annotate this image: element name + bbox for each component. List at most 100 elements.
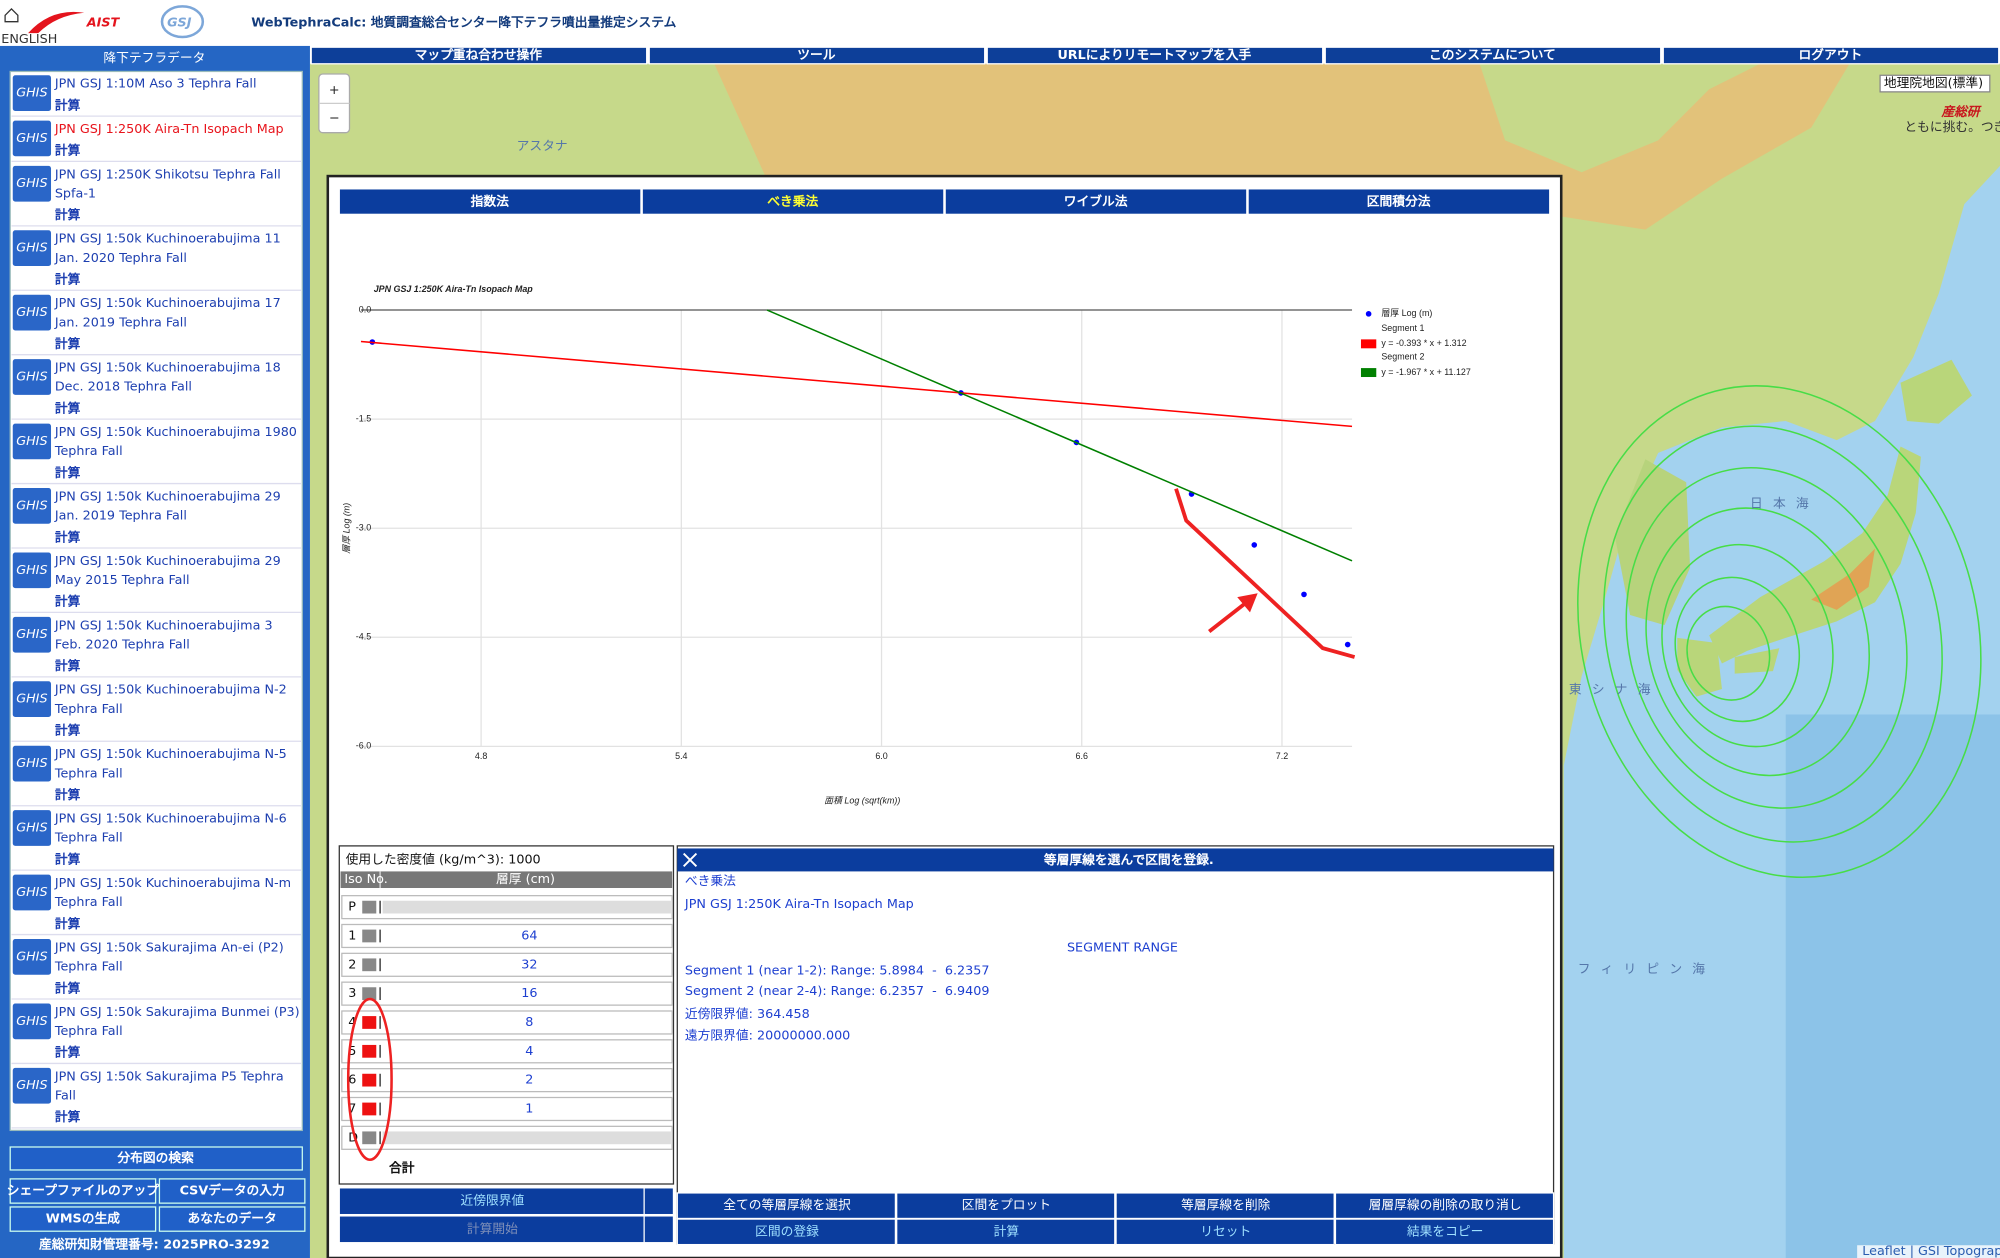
calc-link[interactable]: 計算 [55, 207, 81, 223]
method-tab[interactable] [944, 188, 1248, 215]
dataset-name[interactable]: JPN GSJ 1:50k Kuchinoerabujima N-5 [54, 747, 287, 762]
calc-link[interactable]: 計算 [55, 594, 81, 610]
ghis-badge[interactable] [12, 75, 52, 111]
panel-button-label[interactable]: 区間をプロット [962, 1198, 1051, 1213]
calc-link[interactable]: 計算 [55, 787, 81, 803]
ghis-badge[interactable] [12, 745, 52, 782]
dataset-name[interactable]: Dec. 2018 Tephra Fall [55, 380, 192, 395]
ghis-badge-label[interactable]: GHIS [16, 434, 47, 449]
menu-button[interactable] [986, 46, 1324, 65]
method-tab[interactable] [1247, 188, 1551, 215]
panel-button[interactable] [676, 1192, 897, 1220]
sidebar-button[interactable] [158, 1206, 306, 1232]
language-link[interactable]: ENGLISH [1, 32, 57, 47]
ghis-badge-label[interactable]: GHIS [16, 498, 47, 513]
ghis-badge-label[interactable]: GHIS [16, 86, 47, 101]
attribution[interactable]: Leaflet | GSI Topographic Map [1862, 1244, 2000, 1258]
dataset-name[interactable]: JPN GSJ 1:50k Kuchinoerabujima 11 [54, 232, 281, 247]
calc-link[interactable]: 計算 [55, 1045, 81, 1061]
iso-select[interactable] [362, 1016, 377, 1029]
dataset-name[interactable]: Fall [55, 1088, 76, 1103]
ghis-badge[interactable] [12, 488, 52, 524]
menu-label[interactable]: ログアウト [1798, 47, 1862, 63]
iso-button-label[interactable]: 計算開始 [467, 1221, 518, 1237]
calc-link[interactable]: 計算 [55, 400, 81, 416]
ghis-badge[interactable] [12, 165, 52, 202]
dataset-name[interactable]: Tephra Fall [54, 895, 123, 910]
calc-link[interactable]: 計算 [55, 1109, 81, 1125]
dataset-name[interactable]: JPN GSJ 1:50k Sakurajima Bunmei (P3) [54, 1005, 300, 1020]
layer-select[interactable] [1879, 74, 1991, 93]
method-tab[interactable] [641, 188, 945, 215]
calc-link[interactable]: 計算 [55, 851, 81, 867]
dataset-name[interactable]: JPN GSJ 1:50k Sakurajima P5 Tephra [54, 1069, 284, 1084]
ghis-badge-label[interactable]: GHIS [16, 821, 47, 836]
dataset-name[interactable]: JPN GSJ 1:50k Sakurajima An-ei (P2) [54, 940, 284, 955]
dataset-name[interactable]: JPN GSJ 1:50k Kuchinoerabujima N-2 [54, 683, 287, 698]
dataset-name[interactable]: JPN GSJ 1:50k Kuchinoerabujima 29 [54, 554, 281, 569]
panel-button-label[interactable]: 全ての等層厚線を選択 [723, 1197, 851, 1213]
zoom-in[interactable]: + [329, 83, 340, 98]
dataset-name[interactable]: Feb. 2020 Tephra Fall [55, 637, 190, 652]
ghis-badge[interactable] [12, 681, 52, 718]
ghis-badge-label[interactable]: GHIS [16, 756, 47, 771]
ghis-badge-label[interactable]: GHIS [16, 692, 47, 707]
iso-select[interactable] [362, 1102, 377, 1116]
dataset-name[interactable]: Jan. 2019 Tephra Fall [54, 315, 187, 330]
panel-button-label[interactable]: 層層厚線の削除の取り消し [1369, 1197, 1522, 1213]
ghis-badge-label[interactable]: GHIS [16, 1078, 47, 1093]
method-tab-label[interactable]: 指数法 [471, 194, 509, 210]
method-tab[interactable] [338, 188, 642, 215]
layer-select-label[interactable]: 地理院地図(標準) [1884, 75, 1983, 91]
ghis-badge-label[interactable]: GHIS [16, 563, 47, 578]
close-icon[interactable] [682, 852, 698, 867]
ghis-badge-label[interactable]: GHIS [16, 305, 47, 320]
ghis-badge-label[interactable]: GHIS [16, 949, 47, 964]
iso-button[interactable] [338, 1215, 645, 1244]
dataset-name[interactable]: JPN GSJ 1:50k Kuchinoerabujima 17 [54, 296, 281, 311]
dataset-name[interactable]: JPN GSJ 1:50k Kuchinoerabujima 29 [54, 489, 281, 504]
zoom-out[interactable]: − [329, 111, 340, 126]
panel-button-label[interactable]: リセット [1200, 1224, 1251, 1239]
dataset-name[interactable]: Spfa-1 [55, 186, 96, 201]
dataset-name[interactable]: JPN GSJ 1:50k Kuchinoerabujima 3 [54, 618, 273, 633]
iso-button-label[interactable]: 近傍限界値 [460, 1193, 524, 1209]
ghis-badge[interactable] [12, 1003, 52, 1040]
dataset-name[interactable]: JPN GSJ 1:50k Kuchinoerabujima N-m [54, 876, 291, 891]
dataset-name[interactable]: Tephra Fall [54, 444, 123, 459]
ghis-badge[interactable] [12, 423, 52, 460]
iso-select[interactable] [362, 929, 377, 943]
sidebar-button-label[interactable]: WMSの生成 [46, 1211, 120, 1227]
panel-button[interactable] [1115, 1218, 1335, 1246]
panel-button[interactable] [1334, 1218, 1555, 1246]
search-button-label[interactable]: 分布図の検索 [116, 1150, 194, 1166]
ghis-badge-label[interactable]: GHIS [16, 370, 47, 385]
menu-label[interactable]: マップ重ね合わせ操作 [415, 47, 543, 63]
ghis-badge[interactable] [12, 939, 52, 975]
ghis-badge-label[interactable]: GHIS [16, 241, 47, 256]
dataset-name[interactable]: JPN GSJ 1:250K Aira-Tn Isopach Map [54, 122, 284, 137]
ghis-badge-label[interactable]: GHIS [16, 131, 47, 146]
ghis-badge-label[interactable]: GHIS [16, 1014, 47, 1029]
search-button[interactable] [9, 1146, 303, 1171]
dataset-name[interactable]: May 2015 Tephra Fall [55, 573, 190, 588]
dataset-name[interactable]: Jan. 2019 Tephra Fall [54, 509, 187, 524]
panel-button[interactable] [676, 1218, 897, 1246]
panel-button[interactable] [1115, 1192, 1335, 1220]
dataset-name[interactable]: JPN GSJ 1:10M Aso 3 Tephra Fall [54, 77, 257, 92]
menu-label[interactable]: URLによりリモートマップを入手 [1057, 47, 1251, 63]
ghis-badge[interactable] [12, 120, 52, 157]
calc-link[interactable]: 計算 [55, 336, 81, 352]
dataset-name[interactable]: Tephra Fall [54, 1024, 123, 1039]
iso-select[interactable] [362, 1073, 377, 1087]
iso-select[interactable] [362, 900, 377, 914]
method-tab-label[interactable]: ワイブル法 [1064, 194, 1128, 210]
ghis-badge[interactable] [12, 552, 52, 589]
home-icon[interactable] [4, 8, 19, 23]
sidebar-button-label[interactable]: あなたのデータ [188, 1211, 277, 1227]
ghis-badge[interactable] [12, 616, 52, 653]
ghis-badge[interactable] [12, 230, 52, 267]
sidebar-button-label[interactable]: CSVデータの入力 [180, 1183, 285, 1199]
ghis-badge-label[interactable]: GHIS [16, 627, 47, 642]
calc-link[interactable]: 計算 [55, 980, 81, 996]
